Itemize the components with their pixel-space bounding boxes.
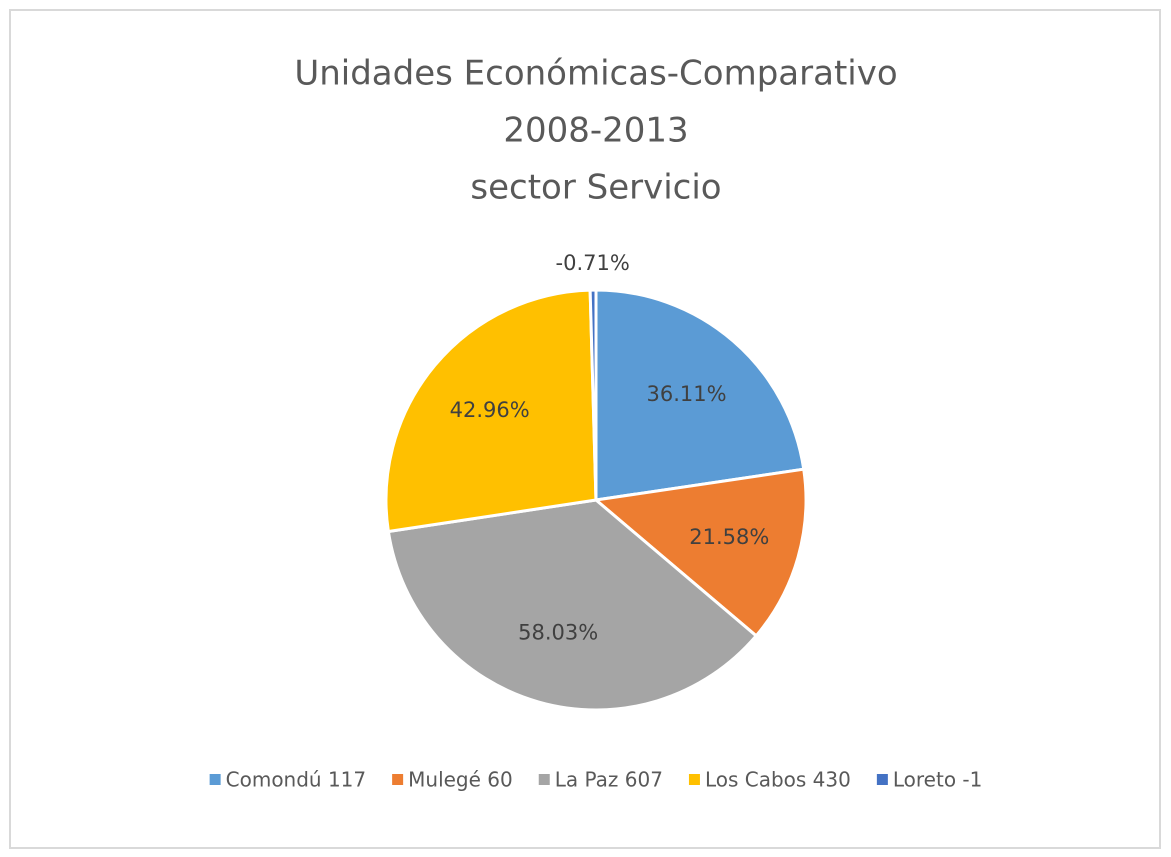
data-label: 58.03% [518,620,598,644]
legend-swatch [392,774,404,785]
pie-slice [592,467,808,638]
pie-slice [594,288,806,502]
data-label: 21.58% [689,525,769,549]
data-label: 36.11% [646,382,726,406]
legend-swatch [688,774,700,785]
chart-title: Unidades Económicas-Comparativo [294,54,897,94]
legend-swatch [538,774,550,785]
data-label: 42.96% [450,398,530,422]
legend-label: La Paz 607 [555,768,663,792]
chart-title: sector Servicio [470,168,721,208]
pie-slice [588,288,598,501]
legend-label: Mulegé 60 [408,768,513,792]
pie-slice [386,498,759,712]
legend-swatch [209,774,221,785]
legend-label: Los Cabos 430 [705,768,851,792]
legend-label: Comondú 117 [226,768,367,792]
legend-label: Loreto -1 [893,768,983,792]
data-label: -0.71% [556,251,630,275]
pie-slice [384,288,598,534]
chart-title: 2008-2013 [503,111,688,151]
legend: Comondú 117 Mulegé 60 La Paz 607 Los Cabos … [209,768,983,792]
legend-swatch [876,774,888,785]
